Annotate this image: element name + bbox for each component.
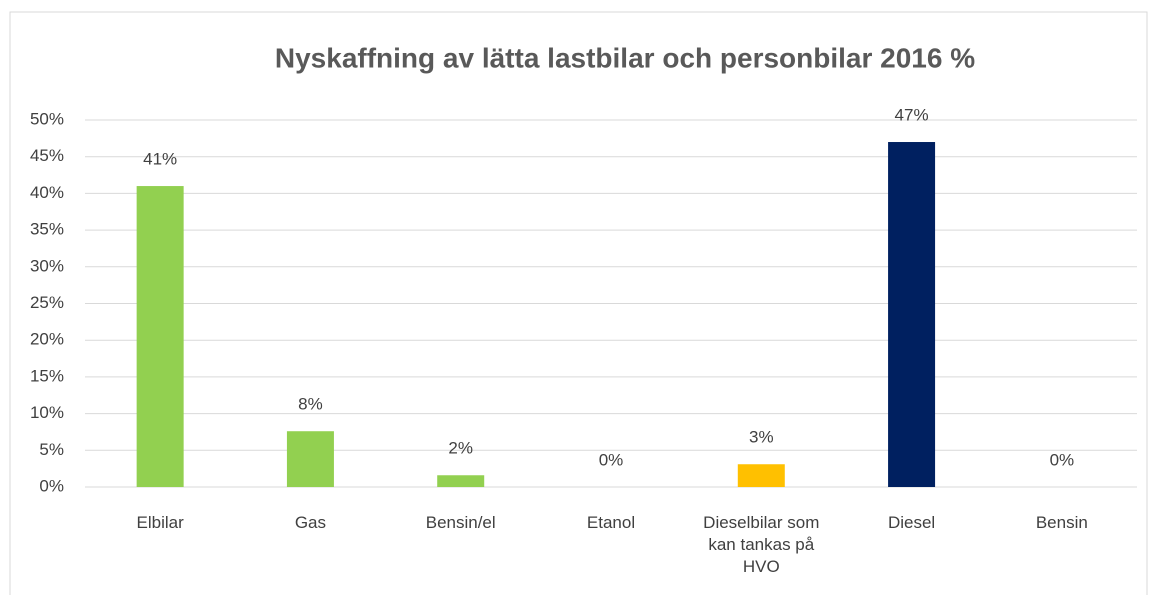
x-tick-label: Bensin/el xyxy=(425,513,496,532)
x-tick-label: Diesel xyxy=(887,513,936,532)
x-tick-label: Etanol xyxy=(586,513,636,532)
bar xyxy=(136,186,184,487)
y-tick-label: 30% xyxy=(30,256,64,275)
bar xyxy=(737,464,785,487)
y-tick-label: 15% xyxy=(30,366,64,385)
data-label: 2% xyxy=(448,439,473,458)
data-label: 47% xyxy=(895,106,929,125)
x-tick-label: Bensin xyxy=(1035,513,1088,532)
data-label: 41% xyxy=(143,150,177,169)
y-tick-label: 25% xyxy=(30,293,64,312)
y-tick-label: 45% xyxy=(30,146,64,165)
y-tick-label: 50% xyxy=(30,109,64,128)
y-tick-label: 40% xyxy=(30,183,64,202)
y-tick-label: 5% xyxy=(39,440,64,459)
y-tick-label: 20% xyxy=(30,330,64,349)
bar xyxy=(286,431,334,487)
y-tick-label: 10% xyxy=(30,403,64,422)
x-tick-label: Dieselbilar som kan tankas på HVO xyxy=(703,513,820,576)
bar xyxy=(437,475,485,487)
x-tick-label: Gas xyxy=(294,513,327,532)
y-tick-label: 35% xyxy=(30,220,64,239)
bar xyxy=(888,142,936,487)
y-tick-label: 0% xyxy=(39,476,64,495)
data-label: 0% xyxy=(599,450,624,469)
x-tick-label: Elbilar xyxy=(136,513,184,532)
data-label: 8% xyxy=(298,395,323,414)
chart-title: Nyskaffning av lätta lastbilar och perso… xyxy=(275,42,975,73)
data-label: 3% xyxy=(749,428,774,447)
data-label: 0% xyxy=(1050,450,1075,469)
chart-frame xyxy=(9,11,1148,595)
